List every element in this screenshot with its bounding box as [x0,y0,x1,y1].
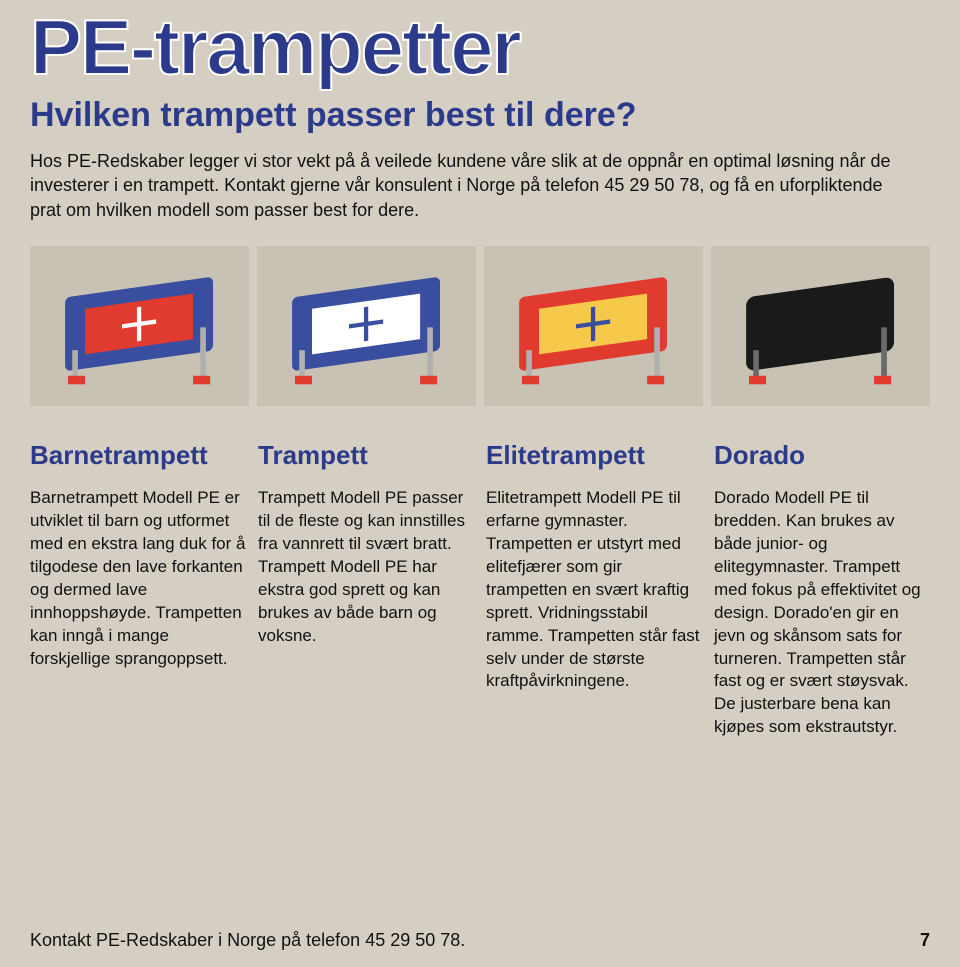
product-col-barnetrampett: Barnetrampett Barnetrampett Modell PE er… [30,440,246,739]
page-number: 7 [920,930,930,951]
product-col-dorado: Dorado Dorado Modell PE til bredden. Kan… [714,440,930,739]
product-title: Barnetrampett [30,440,246,471]
product-title: Trampett [258,440,474,471]
product-image-trampett [257,246,476,406]
product-col-trampett: Trampett Trampett Modell PE passer til d… [258,440,474,739]
trampoline-icon [500,262,686,390]
subhead: Hvilken trampett passer best til dere? [30,96,930,135]
product-body: Elitetrampett Modell PE til erfarne gymn… [486,487,702,693]
product-image-barnetrampett [30,246,249,406]
trampoline-icon [727,262,913,390]
product-image-dorado [711,246,930,406]
product-body: Trampett Modell PE passer til de fleste … [258,487,474,648]
product-image-elitetrampett [484,246,703,406]
product-title: Dorado [714,440,930,471]
trampoline-icon [273,262,459,390]
product-body: Barnetrampett Modell PE er utviklet til … [30,487,246,671]
product-columns: Barnetrampett Barnetrampett Modell PE er… [30,440,930,739]
trampoline-icon [46,262,232,390]
product-title: Elitetrampett [486,440,702,471]
footer-text: Kontakt PE-Redskaber i Norge på telefon … [30,930,465,951]
intro-text: Hos PE-Redskaber legger vi stor vekt på … [30,149,910,222]
page-footer: Kontakt PE-Redskaber i Norge på telefon … [30,930,930,951]
hero-title: PE-trampetter [30,10,930,84]
product-image-row [30,246,930,406]
product-body: Dorado Modell PE til bredden. Kan brukes… [714,487,930,739]
product-col-elitetrampett: Elitetrampett Elitetrampett Modell PE ti… [486,440,702,739]
